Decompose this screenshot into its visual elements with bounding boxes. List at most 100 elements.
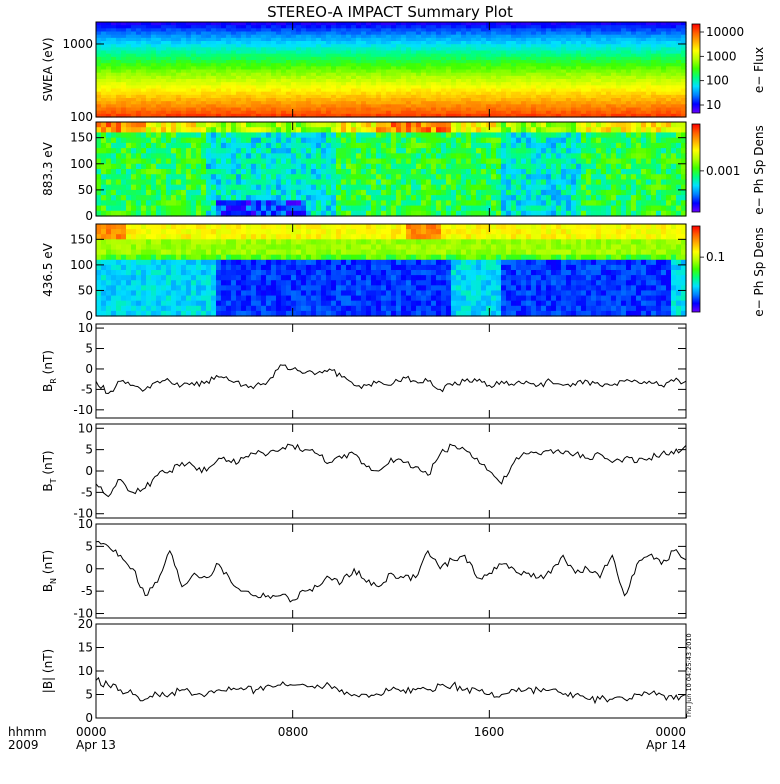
heatmap-cell bbox=[396, 138, 402, 144]
heatmap-cell bbox=[371, 169, 377, 175]
heatmap-cell bbox=[306, 169, 312, 175]
heatmap-cell bbox=[316, 179, 322, 185]
heatmap-cell bbox=[176, 179, 182, 185]
heatmap-cell bbox=[416, 138, 422, 144]
heatmap-cell bbox=[156, 132, 162, 138]
heatmap-cell bbox=[351, 195, 357, 201]
heatmap-cell bbox=[106, 132, 112, 138]
heatmap-cell bbox=[306, 153, 312, 159]
heatmap-cell bbox=[306, 164, 312, 170]
heatmap-cell bbox=[221, 200, 227, 206]
heatmap-cell bbox=[101, 190, 107, 196]
heatmap-cell bbox=[151, 206, 157, 212]
heatmap-cell bbox=[396, 127, 402, 133]
heatmap-cell bbox=[211, 174, 217, 180]
heatmap-cell bbox=[261, 138, 267, 144]
heatmap-cell bbox=[281, 179, 287, 185]
heatmap-cell bbox=[186, 206, 192, 212]
heatmap-cell bbox=[361, 179, 367, 185]
heatmap-cell bbox=[416, 127, 422, 133]
heatmap-cell bbox=[116, 174, 122, 180]
heatmap-cell bbox=[471, 153, 477, 159]
heatmap-cell bbox=[406, 190, 412, 196]
heatmap-cell bbox=[241, 159, 247, 165]
heatmap-cell bbox=[236, 159, 242, 165]
heatmap-cell bbox=[431, 195, 437, 201]
heatmap-cell bbox=[171, 200, 177, 206]
heatmap-cell bbox=[346, 169, 352, 175]
heatmap-cell bbox=[306, 195, 312, 201]
heatmap-cell bbox=[281, 127, 287, 133]
heatmap-cell bbox=[236, 185, 242, 191]
heatmap-cell bbox=[286, 195, 292, 201]
heatmap-cell bbox=[456, 148, 462, 154]
heatmap-cell bbox=[191, 206, 197, 212]
heatmap-cell bbox=[146, 174, 152, 180]
heatmap-cell bbox=[276, 143, 282, 149]
heatmap-cell bbox=[446, 190, 452, 196]
heatmap-cell bbox=[191, 132, 197, 138]
heatmap-cell bbox=[156, 127, 162, 133]
heatmap-cell bbox=[351, 190, 357, 196]
heatmap-cell bbox=[361, 132, 367, 138]
heatmap-cell bbox=[196, 164, 202, 170]
heatmap-cell bbox=[376, 153, 382, 159]
heatmap-cell bbox=[211, 159, 217, 165]
heatmap-cell bbox=[176, 200, 182, 206]
heatmap-cell bbox=[291, 206, 297, 212]
heatmap-cell bbox=[391, 185, 397, 191]
heatmap-cell bbox=[176, 148, 182, 154]
heatmap-cell bbox=[101, 179, 107, 185]
heatmap-cell bbox=[136, 174, 142, 180]
heatmap-cell bbox=[141, 148, 147, 154]
heatmap-cell bbox=[296, 190, 302, 196]
heatmap-cell bbox=[116, 122, 122, 128]
heatmap-cell bbox=[276, 179, 282, 185]
heatmap-cell bbox=[331, 169, 337, 175]
heatmap-cell bbox=[111, 138, 117, 144]
heatmap-cell bbox=[461, 143, 467, 149]
heatmap-cell bbox=[271, 195, 277, 201]
heatmap-cell bbox=[271, 122, 277, 128]
y-tick-label: 1000 bbox=[62, 37, 93, 51]
heatmap-cell bbox=[151, 148, 157, 154]
heatmap-cell bbox=[316, 143, 322, 149]
heatmap-cell bbox=[231, 122, 237, 128]
heatmap-cell bbox=[341, 122, 347, 128]
heatmap-cell bbox=[246, 122, 252, 128]
heatmap-cell bbox=[466, 174, 472, 180]
heatmap-cell bbox=[271, 143, 277, 149]
heatmap-cell bbox=[486, 179, 492, 185]
heatmap-cell bbox=[321, 148, 327, 154]
heatmap-cell bbox=[281, 169, 287, 175]
heatmap-cell bbox=[146, 164, 152, 170]
heatmap-cell bbox=[421, 132, 427, 138]
heatmap-cell bbox=[366, 169, 372, 175]
heatmap-cell bbox=[221, 179, 227, 185]
heatmap-cell bbox=[96, 200, 102, 206]
heatmap-cell bbox=[206, 185, 212, 191]
heatmap-cell bbox=[151, 164, 157, 170]
heatmap-cell bbox=[106, 164, 112, 170]
heatmap-cell bbox=[166, 127, 172, 133]
heatmap-cell bbox=[406, 138, 412, 144]
heatmap-cell bbox=[416, 153, 422, 159]
heatmap-cell bbox=[386, 195, 392, 201]
heatmap-cell bbox=[196, 185, 202, 191]
heatmap-cell bbox=[306, 122, 312, 128]
heatmap-cell bbox=[456, 159, 462, 165]
heatmap-cell bbox=[196, 169, 202, 175]
heatmap-cell bbox=[321, 169, 327, 175]
heatmap-cell bbox=[436, 185, 442, 191]
heatmap-cell bbox=[311, 174, 317, 180]
heatmap-cell bbox=[221, 148, 227, 154]
heatmap-cell bbox=[331, 138, 337, 144]
heatmap-cell bbox=[251, 195, 257, 201]
heatmap-cell bbox=[486, 206, 492, 212]
heatmap-cell bbox=[351, 206, 357, 212]
heatmap-cell bbox=[461, 169, 467, 175]
heatmap-cell bbox=[196, 174, 202, 180]
heatmap-cell bbox=[286, 153, 292, 159]
heatmap-cell bbox=[326, 169, 332, 175]
colorbar-tick-label: 10 bbox=[706, 98, 721, 112]
